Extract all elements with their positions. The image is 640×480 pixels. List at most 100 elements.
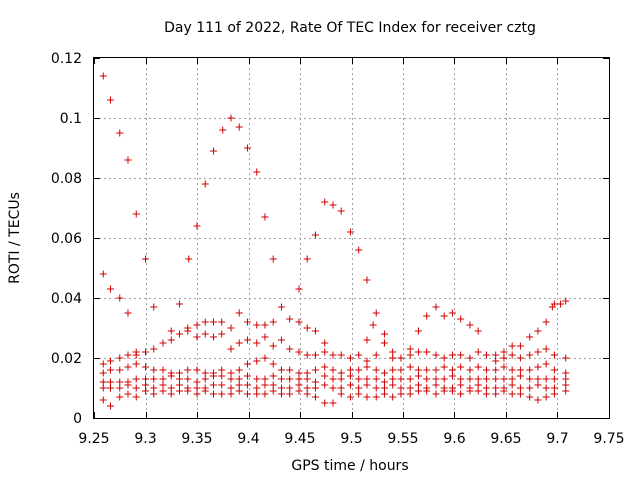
data-point [372,375,380,383]
data-point [116,393,124,401]
data-point [562,297,570,305]
data-point [227,324,235,332]
data-point [542,393,550,401]
data-point [562,354,570,362]
axis-ticks [94,58,610,419]
data-point [311,393,319,401]
data-point [201,387,209,395]
data-point [209,372,217,380]
data-point [277,390,285,398]
data-point [253,339,261,347]
data-point [363,336,371,344]
data-point [243,336,251,344]
data-point [132,393,140,401]
data-point [482,390,490,398]
data-point [500,363,508,371]
data-point [116,294,124,302]
data-point [142,387,149,395]
x-tick-label: 9.75 [593,431,624,447]
data-point [406,363,414,371]
data-point [492,375,500,383]
data-point [295,375,303,383]
data-point [303,390,311,398]
data-point [286,366,294,374]
data-point [329,351,337,359]
data-point [372,384,380,392]
data-point [500,354,508,362]
data-point [269,318,277,326]
data-point [457,315,465,323]
x-tick-label: 9.25 [78,431,109,447]
data-point [440,363,448,371]
data-point [193,384,201,392]
data-point [99,360,107,368]
data-point [295,381,303,389]
data-point [346,372,354,380]
data-point [209,318,217,326]
data-point [355,375,363,383]
data-point [295,348,303,356]
data-point [219,126,227,134]
data-point [261,390,269,398]
data-point [201,180,209,188]
data-point [432,366,440,374]
y-tick-label: 0.1 [60,111,82,127]
data-point [550,384,558,392]
data-point [295,387,303,395]
data-point [500,387,508,395]
data-point [175,375,183,383]
data-point [534,396,542,404]
data-point [132,351,140,359]
y-tick-label: 0 [73,411,82,427]
data-point [106,378,114,386]
data-point [414,387,422,395]
data-point [423,348,431,356]
data-point [303,255,311,263]
data-point [193,366,201,374]
data-point [150,303,158,311]
data-point [193,333,201,341]
data-point [321,339,329,347]
data-point [448,387,456,395]
data-point [201,369,209,377]
data-point [243,360,251,368]
data-point [474,363,482,371]
x-tick-label: 9.5 [340,431,362,447]
data-point [457,363,465,371]
data-point [329,366,337,374]
x-tick-label: 9.45 [284,431,315,447]
data-point [150,366,158,374]
data-point [277,336,285,344]
data-point [508,390,516,398]
data-point [406,351,414,359]
data-point [380,339,388,347]
data-point [363,393,371,401]
data-point [355,384,363,392]
data-point [209,333,217,341]
data-point [269,372,277,380]
data-point [261,213,269,221]
data-point [209,390,217,398]
data-point [321,363,329,371]
data-point [406,375,414,383]
data-point [355,390,363,398]
data-point [369,321,377,329]
data-point [159,366,167,374]
data-point [253,375,261,383]
data-point [124,390,132,398]
data-point [346,366,354,374]
data-point [372,351,380,359]
data-point [175,381,183,389]
data-point [311,327,319,335]
data-point [414,348,422,356]
data-point [474,375,482,383]
data-point [277,384,285,392]
data-point [227,114,235,122]
data-point [389,393,397,401]
data-point [218,372,226,380]
data-point [500,375,508,383]
data-point [321,348,329,356]
data-point [550,375,558,383]
data-point [516,366,524,374]
chart-title: Day 111 of 2022, Rate Of TEC Index for r… [164,20,536,36]
